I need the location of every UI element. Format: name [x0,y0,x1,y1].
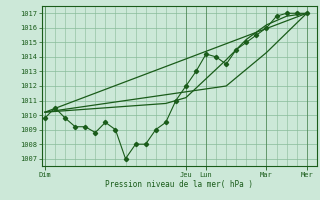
X-axis label: Pression niveau de la mer( hPa ): Pression niveau de la mer( hPa ) [105,180,253,189]
